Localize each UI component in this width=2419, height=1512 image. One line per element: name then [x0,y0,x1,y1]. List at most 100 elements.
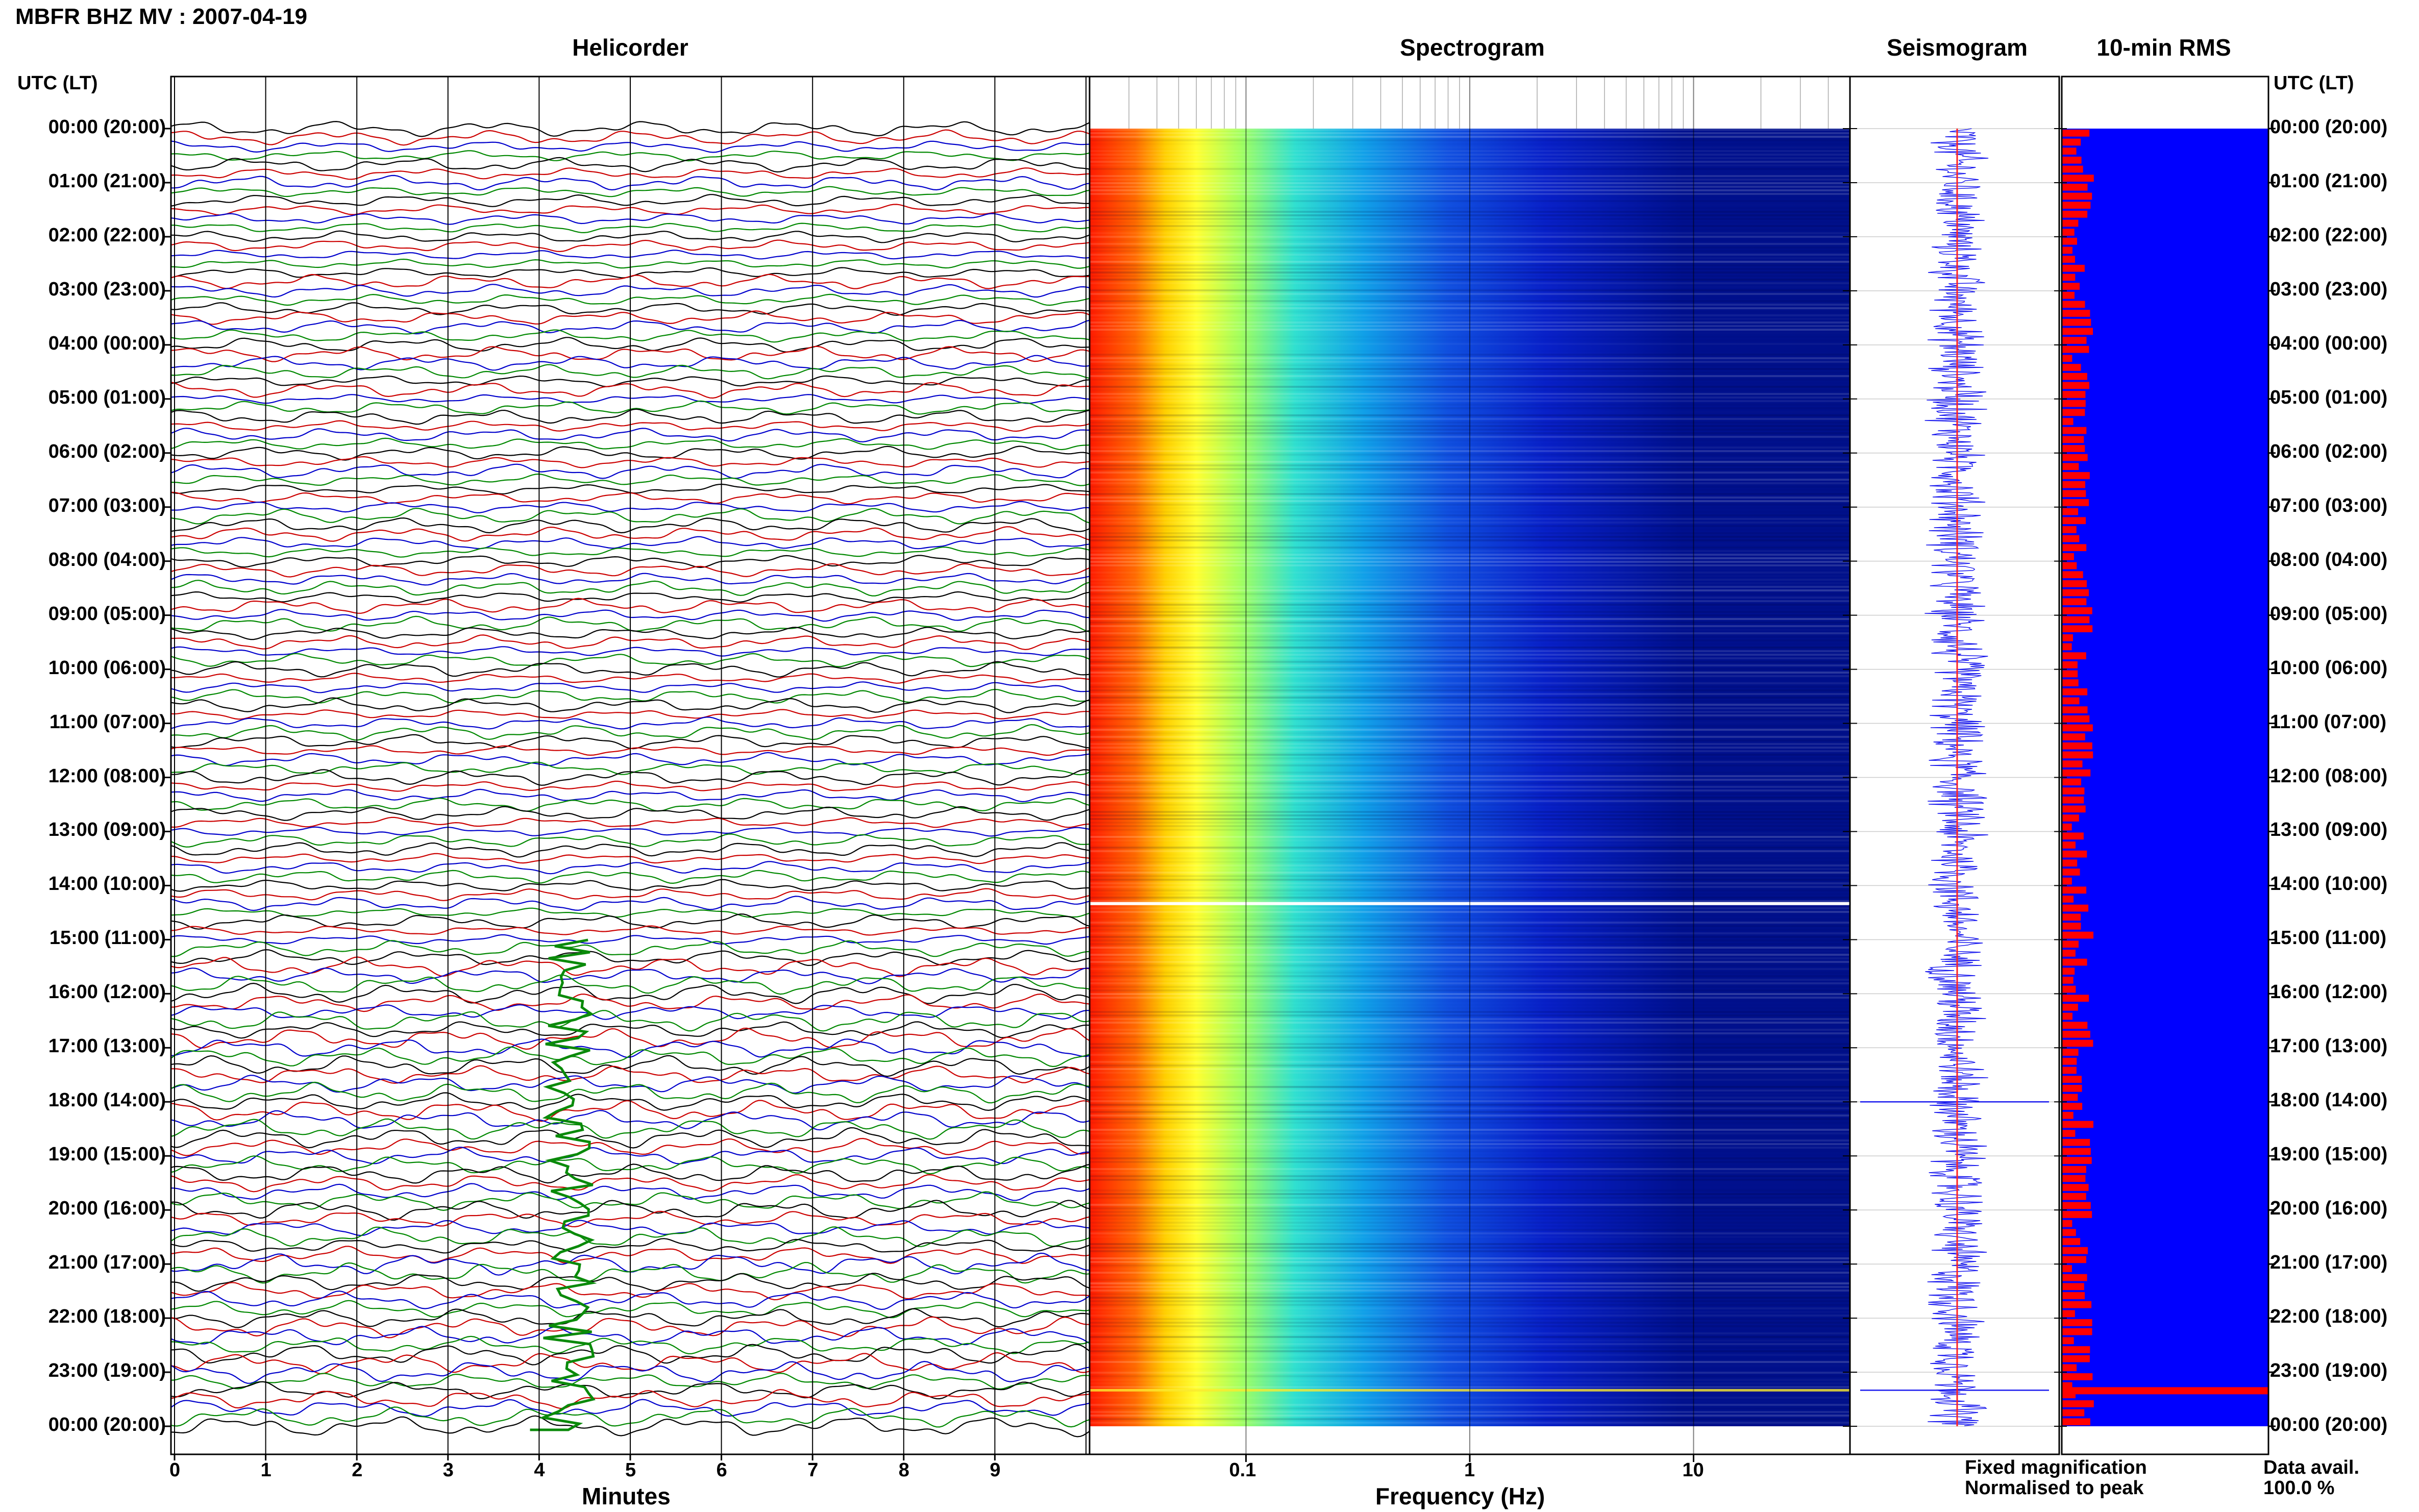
time-label-right: 15:00 (11:00) [2270,927,2387,949]
rms-bar [2062,445,2085,452]
time-label-left: 18:00 (14:00) [48,1089,166,1111]
rms-bar [2062,886,2087,894]
rms-frame [2061,76,2269,1455]
time-label-right: 19:00 (15:00) [2270,1144,2388,1166]
rms-bar [2062,544,2087,552]
time-label-right: 03:00 (23:00) [2270,278,2388,300]
rms-bar [2062,246,2072,254]
time-label-right: 13:00 (09:00) [2270,819,2388,841]
rms-bar [2062,1283,2084,1291]
rms-bar [2062,1346,2090,1353]
rms-bar [2062,1373,2093,1380]
rms-bar [2062,688,2088,696]
rms-bar [2062,310,2090,317]
rms-bar [2062,778,2081,786]
rms-bar [2062,400,2086,407]
helicorder-x-tick: 1 [260,1459,271,1481]
helicorder-x-tick: 0 [169,1459,181,1481]
time-label-left: 03:00 (23:00) [48,278,166,300]
rms-bar [2062,436,2084,443]
rms-bar [2062,995,2089,1002]
time-label-left: 04:00 (00:00) [48,332,166,354]
rms-bar [2062,1039,2093,1047]
spectrogram-panel [1089,76,1851,1462]
seismogram-frame [1849,76,2060,1455]
rms-bar [2062,607,2092,614]
rms-bar [2062,1319,2092,1326]
rms-bar [2062,210,2088,218]
rms-bar [2062,1184,2089,1191]
rms-bar [2062,751,2093,759]
helicorder-x-tick: 6 [716,1459,727,1481]
rms-bar [2062,1166,2086,1173]
time-label-left: 08:00 (04:00) [48,549,166,571]
rms-bar [2062,814,2079,822]
rms-bar [2062,1076,2082,1083]
rms-bar [2062,634,2073,641]
rms-bar [2062,526,2077,533]
rms-bar [2062,1084,2082,1092]
rms-bar [2062,950,2076,957]
rms-bar [2062,130,2090,137]
rms-bar [2062,409,2085,416]
rms-bar [2062,896,2074,903]
rms-bar [2062,832,2084,840]
rms-panel [2061,76,2269,1455]
rms-bar [2062,787,2085,795]
rms-bar [2062,1274,2087,1281]
time-label-right: 16:00 (12:00) [2270,981,2388,1003]
time-label-right: 12:00 (08:00) [2270,765,2388,787]
time-label-left: 00:00 (20:00) [48,116,166,138]
rms-bar [2062,652,2086,659]
rms-bar [2062,1202,2091,1209]
rms-bar [2062,391,2086,398]
main-title: MBFR BHZ MV : 2007-04-19 [15,4,308,29]
rms-bar [2062,1130,2076,1137]
rms-bar [2062,1148,2091,1155]
rms-bar [2062,535,2080,542]
rms-bar [2062,796,2084,804]
rms-bar [2062,301,2085,308]
rms-bar [2062,1138,2090,1146]
rms-bar [2062,1220,2072,1227]
rms-bar [2062,1003,2078,1011]
rms-bar [2062,679,2079,686]
time-label-right: 10:00 (06:00) [2270,657,2388,679]
rms-bar [2062,508,2079,515]
rms-bar [2062,877,2072,885]
rms-bar [2062,183,2088,191]
rms-bar [2062,229,2075,236]
rms-bar [2062,598,2087,606]
helicorder-x-tick: 3 [442,1459,454,1481]
rms-bar [2062,1211,2092,1218]
time-label-right: 02:00 (22:00) [2270,224,2388,246]
helicorder-x-tick: 8 [898,1459,909,1481]
rms-bar [2062,931,2093,939]
rms-bar [2062,1012,2072,1020]
rms-bar [2062,805,2086,813]
rms-bar [2062,138,2081,146]
rms-bar [2062,661,2078,668]
rms-bar [2062,472,2090,479]
time-label-right: 20:00 (16:00) [2270,1198,2388,1220]
helicorder-panel [170,76,1091,1460]
rms-bar [2062,418,2074,425]
rms-bar [2062,589,2089,597]
rms-bar [2062,364,2081,371]
spectrogram-xlabel: Frequency (Hz) [1375,1483,1545,1509]
time-label-right: 00:00 (20:00) [2270,1414,2388,1435]
time-label-right: 23:00 (19:00) [2270,1360,2388,1382]
rms-bar [2062,165,2083,173]
legend-normalised: Normalised to peak [1965,1477,2144,1499]
rms-bar [2062,337,2087,344]
time-label-left: 09:00 (05:00) [48,603,166,625]
rms-bar [2062,1400,2094,1407]
time-label-right: 21:00 (17:00) [2270,1252,2388,1274]
spectrogram-x-tick: 0.1 [1229,1459,1256,1481]
legend-fixed: Fixed magnification [1965,1457,2147,1478]
time-label-right: 14:00 (10:00) [2270,873,2388,895]
helicorder-title: Helicorder [572,34,688,61]
time-label-left: 16:00 (12:00) [48,981,166,1003]
time-label-left: 06:00 (02:00) [48,440,166,462]
